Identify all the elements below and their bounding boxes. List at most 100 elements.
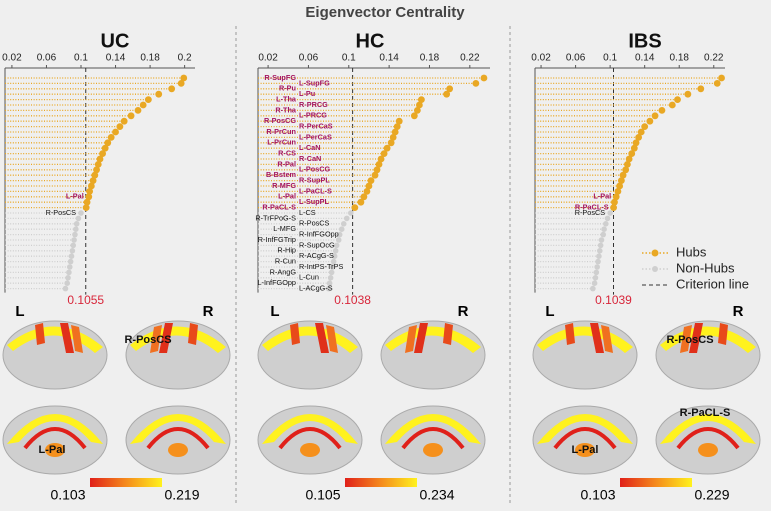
dot xyxy=(596,253,602,259)
dot xyxy=(331,253,338,259)
activation xyxy=(300,443,320,457)
dot xyxy=(641,123,649,130)
row-label: R-Cun xyxy=(275,257,296,266)
activation xyxy=(150,325,162,353)
dot xyxy=(395,117,403,125)
dot xyxy=(326,280,333,287)
dot xyxy=(389,134,397,141)
activation xyxy=(423,443,443,457)
dot xyxy=(93,166,100,174)
dot xyxy=(598,237,605,243)
legend-label: Non-Hubs xyxy=(676,260,735,275)
row-label: R-PRCG xyxy=(299,100,328,109)
x-tick-label: 0.18 xyxy=(669,53,689,64)
row-label: R-CaN xyxy=(299,154,321,163)
activation xyxy=(590,323,604,353)
row-label: R-Hip xyxy=(277,246,296,255)
criterion-value: 0.1055 xyxy=(67,293,104,307)
dot xyxy=(64,280,70,287)
dot xyxy=(89,177,97,185)
dot xyxy=(101,144,109,152)
panel-title: UC xyxy=(101,30,130,52)
dot xyxy=(99,150,106,158)
dot xyxy=(177,80,185,87)
region-label: R-PosCS xyxy=(666,334,713,346)
row-label: L-Tha xyxy=(276,95,297,104)
x-tick-label: 0.02 xyxy=(531,53,551,64)
dot xyxy=(328,269,335,276)
row-label: L-ACgG-S xyxy=(299,284,333,293)
dot xyxy=(72,231,78,238)
colorbar xyxy=(620,478,692,487)
row-label: L-PRCG xyxy=(299,111,327,120)
dot xyxy=(112,128,119,136)
region-label: R-PaCL-S xyxy=(680,407,731,419)
x-tick-label: 0.06 xyxy=(299,53,319,64)
dot xyxy=(415,101,423,109)
dot xyxy=(601,226,607,232)
dot xyxy=(668,101,676,109)
figure-title: Eigenvector Centrality xyxy=(305,4,465,21)
dot xyxy=(335,237,342,243)
dot xyxy=(75,215,82,222)
x-tick-label: 0.1 xyxy=(74,53,88,64)
dot xyxy=(78,210,84,216)
row-label: L-SupPL xyxy=(299,197,330,206)
side-label: R xyxy=(458,303,469,320)
dot xyxy=(73,226,79,232)
colorbar xyxy=(90,478,162,487)
dot xyxy=(68,253,75,259)
dot xyxy=(73,221,80,227)
dot xyxy=(596,248,603,254)
dot xyxy=(139,101,147,109)
dot xyxy=(480,74,488,82)
dot xyxy=(120,117,128,125)
dot xyxy=(330,258,337,265)
dot xyxy=(168,85,176,93)
x-tick-label: 0.06 xyxy=(37,53,57,64)
activation xyxy=(315,323,329,353)
dot xyxy=(612,193,620,201)
row-label: L-Cun xyxy=(299,273,319,282)
activation xyxy=(689,323,703,353)
dot xyxy=(635,134,643,141)
dot xyxy=(107,134,115,141)
dot xyxy=(594,264,600,270)
region-label: L-Pal xyxy=(39,444,66,456)
dot xyxy=(674,96,681,103)
x-tick-label: 0.02 xyxy=(2,53,22,64)
legend-label: Criterion line xyxy=(676,276,749,291)
dot xyxy=(632,139,640,147)
row-label: R-PerCaS xyxy=(299,122,333,131)
activation xyxy=(443,323,453,345)
activation xyxy=(676,427,740,450)
row-label: R-SupFG xyxy=(264,73,296,82)
x-tick-label: 0.14 xyxy=(379,53,399,64)
dot xyxy=(624,161,631,168)
row-label: L-Pu xyxy=(299,89,315,98)
dot xyxy=(343,215,350,222)
x-tick-label: 0.2 xyxy=(178,53,192,64)
colorbar-max: 0.219 xyxy=(164,487,199,503)
activation xyxy=(159,323,173,353)
legend-label: Hubs xyxy=(676,244,707,259)
dot xyxy=(418,96,425,103)
dot xyxy=(603,221,609,227)
row-label: L-Pal xyxy=(66,192,84,201)
row-label: R-IntPS-TrPS xyxy=(299,262,343,271)
dot xyxy=(69,248,76,254)
activation xyxy=(262,414,358,444)
activation xyxy=(326,325,338,353)
dot xyxy=(351,204,359,212)
row-label: R-PrCun xyxy=(266,127,296,136)
activation xyxy=(401,427,465,450)
row-label: R-Pal xyxy=(277,159,296,168)
x-tick-label: 0.18 xyxy=(140,53,160,64)
criterion-value: 0.1039 xyxy=(595,293,632,307)
criterion-value: 0.1038 xyxy=(334,293,371,307)
activation xyxy=(537,414,633,444)
legend-dot xyxy=(652,266,658,272)
dot xyxy=(134,107,142,114)
activation xyxy=(565,323,575,345)
x-tick-label: 0.14 xyxy=(106,53,126,64)
